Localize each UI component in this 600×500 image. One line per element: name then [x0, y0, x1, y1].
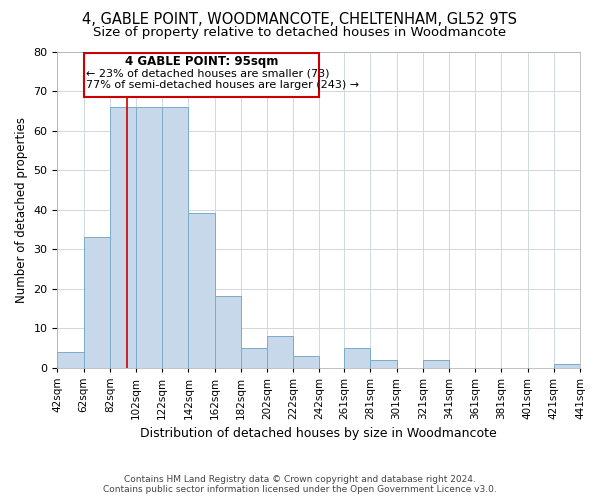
Bar	[162, 107, 188, 368]
Text: Contains HM Land Registry data © Crown copyright and database right 2024.
Contai: Contains HM Land Registry data © Crown c…	[103, 474, 497, 494]
Bar	[293, 356, 319, 368]
Bar	[370, 360, 397, 368]
Text: 4 GABLE POINT: 95sqm: 4 GABLE POINT: 95sqm	[125, 56, 278, 68]
Bar	[58, 352, 83, 368]
Bar	[344, 348, 370, 368]
Bar	[83, 237, 110, 368]
Bar	[423, 360, 449, 368]
Bar	[241, 348, 267, 368]
Text: 77% of semi-detached houses are larger (243) →: 77% of semi-detached houses are larger (…	[86, 80, 359, 90]
Bar	[136, 107, 162, 368]
X-axis label: Distribution of detached houses by size in Woodmancote: Distribution of detached houses by size …	[140, 427, 497, 440]
Bar	[554, 364, 580, 368]
Bar	[83, 54, 319, 97]
Y-axis label: Number of detached properties: Number of detached properties	[15, 116, 28, 302]
Text: 4, GABLE POINT, WOODMANCOTE, CHELTENHAM, GL52 9TS: 4, GABLE POINT, WOODMANCOTE, CHELTENHAM,…	[83, 12, 517, 28]
Text: Size of property relative to detached houses in Woodmancote: Size of property relative to detached ho…	[94, 26, 506, 39]
Bar	[188, 214, 215, 368]
Bar	[215, 296, 241, 368]
Text: ← 23% of detached houses are smaller (73): ← 23% of detached houses are smaller (73…	[86, 68, 329, 78]
Bar	[267, 336, 293, 368]
Bar	[110, 107, 136, 368]
